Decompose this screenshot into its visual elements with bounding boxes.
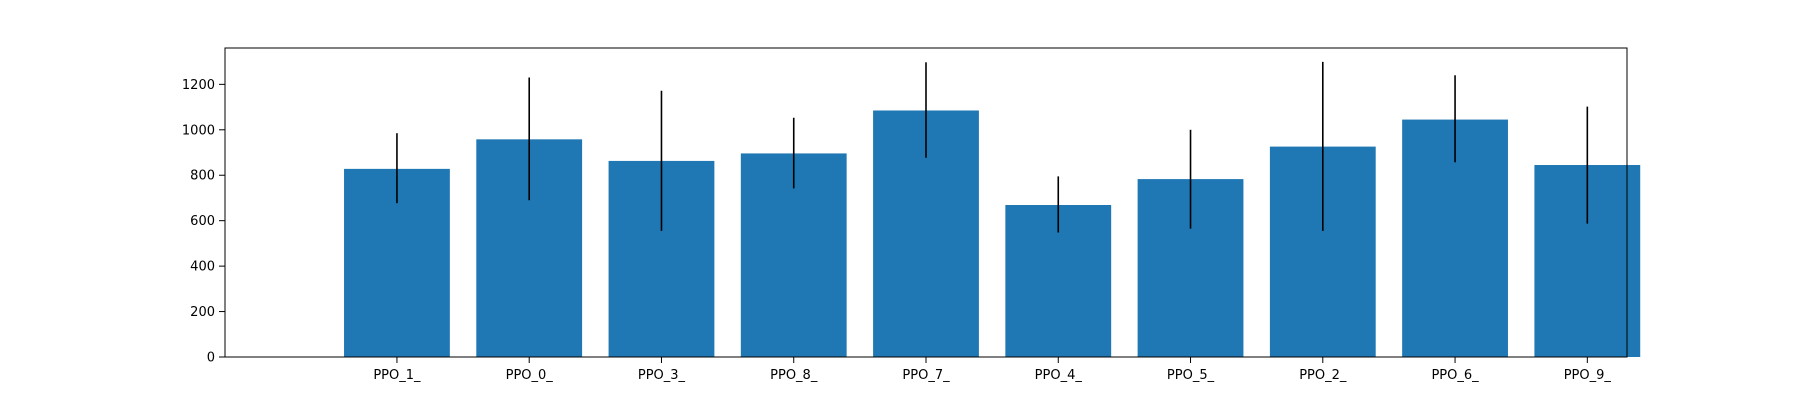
y-tick-label: 400 xyxy=(190,260,215,275)
x-tick-label: PPO_6_ xyxy=(1431,368,1479,383)
x-tick-label: PPO_9_ xyxy=(1564,368,1612,383)
bars-group xyxy=(344,110,1641,357)
y-tick-label: 200 xyxy=(190,305,215,320)
x-tick-label: PPO_8_ xyxy=(770,368,818,383)
y-tick-label: 0 xyxy=(207,351,215,366)
y-axis: 0 200 400 600 800 1000 1200 xyxy=(182,78,225,366)
y-tick-label: 1000 xyxy=(182,123,215,138)
x-tick-label: PPO_4_ xyxy=(1035,368,1083,383)
x-axis: PPO_1_ PPO_0_ PPO_3_ PPO_8_ PPO_7_ PPO_4_ PPO_… xyxy=(373,357,1611,383)
y-tick-label: 600 xyxy=(190,214,215,229)
y-tick-label: 1200 xyxy=(182,78,215,93)
x-tick-label: PPO_1_ xyxy=(373,368,421,383)
error-bars-group xyxy=(396,61,1589,233)
x-tick-label: PPO_7_ xyxy=(902,368,950,383)
x-tick-label: PPO_5_ xyxy=(1167,368,1215,383)
y-tick-label: 800 xyxy=(190,169,215,184)
x-tick-label: PPO_3_ xyxy=(638,368,686,383)
x-tick-label: PPO_0_ xyxy=(506,368,554,383)
x-tick-label: PPO_2_ xyxy=(1299,368,1347,383)
